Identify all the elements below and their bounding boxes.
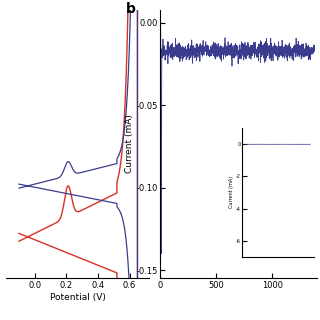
X-axis label: Potential (V): Potential (V) xyxy=(50,293,105,302)
Y-axis label: Current (mA): Current (mA) xyxy=(124,115,133,173)
Text: b: b xyxy=(126,2,136,16)
